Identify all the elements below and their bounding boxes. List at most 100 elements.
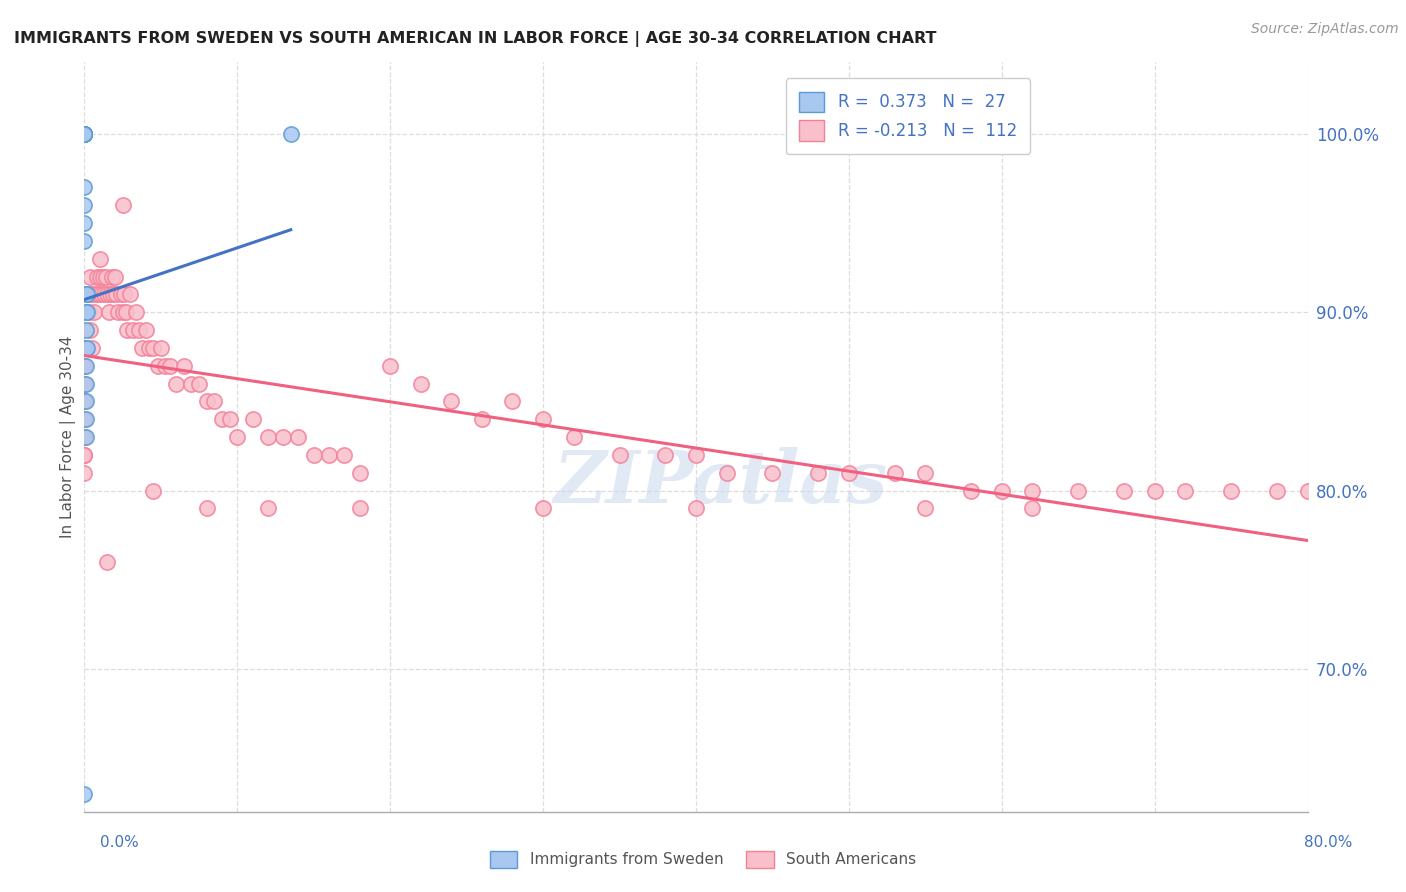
Point: [115, 323, 138, 337]
Point: [98, 287, 121, 301]
Point: [685, 448, 707, 462]
Point: [761, 466, 783, 480]
Point: [73, 180, 96, 194]
Point: [94, 269, 117, 284]
Point: [90, 287, 112, 301]
Point: [991, 483, 1014, 498]
Point: [73, 359, 96, 373]
Point: [349, 466, 371, 480]
Text: Source: ZipAtlas.com: Source: ZipAtlas.com: [1251, 22, 1399, 37]
Point: [1021, 501, 1043, 516]
Point: [1067, 483, 1090, 498]
Point: [1174, 483, 1197, 498]
Point: [75, 341, 97, 355]
Point: [73, 127, 96, 141]
Point: [302, 448, 325, 462]
Point: [218, 412, 240, 426]
Point: [79, 323, 101, 337]
Point: [257, 501, 280, 516]
Text: 80.0%: 80.0%: [1305, 836, 1353, 850]
Point: [75, 305, 97, 319]
Point: [73, 127, 96, 141]
Point: [86, 269, 108, 284]
Point: [471, 412, 494, 426]
Point: [84, 287, 107, 301]
Point: [1296, 483, 1319, 498]
Point: [1265, 483, 1288, 498]
Point: [73, 394, 96, 409]
Point: [73, 341, 96, 355]
Point: [287, 430, 309, 444]
Point: [654, 448, 676, 462]
Point: [75, 376, 97, 391]
Point: [73, 198, 96, 212]
Point: [75, 430, 97, 444]
Point: [531, 412, 554, 426]
Point: [93, 287, 115, 301]
Point: [80, 341, 103, 355]
Point: [73, 430, 96, 444]
Point: [104, 269, 127, 284]
Point: [562, 430, 585, 444]
Point: [135, 323, 157, 337]
Point: [73, 394, 96, 409]
Point: [271, 430, 294, 444]
Point: [609, 448, 631, 462]
Point: [242, 412, 264, 426]
Point: [73, 448, 96, 462]
Point: [75, 323, 97, 337]
Point: [138, 341, 160, 355]
Point: [73, 412, 96, 426]
Text: 0.0%: 0.0%: [100, 836, 139, 850]
Point: [73, 448, 96, 462]
Point: [76, 341, 98, 355]
Point: [80, 287, 103, 301]
Point: [380, 359, 402, 373]
Point: [120, 287, 142, 301]
Point: [77, 287, 100, 301]
Point: [73, 127, 96, 141]
Point: [73, 234, 96, 248]
Point: [128, 323, 150, 337]
Point: [97, 305, 120, 319]
Point: [73, 466, 96, 480]
Point: [73, 127, 96, 141]
Point: [173, 359, 195, 373]
Point: [114, 305, 136, 319]
Point: [883, 466, 905, 480]
Text: IMMIGRANTS FROM SWEDEN VS SOUTH AMERICAN IN LABOR FORCE | AGE 30-34 CORRELATION : IMMIGRANTS FROM SWEDEN VS SOUTH AMERICAN…: [14, 31, 936, 47]
Point: [73, 787, 96, 801]
Point: [165, 376, 187, 391]
Point: [195, 394, 218, 409]
Point: [73, 430, 96, 444]
Point: [440, 394, 463, 409]
Point: [110, 287, 132, 301]
Point: [73, 430, 96, 444]
Point: [105, 287, 128, 301]
Point: [89, 269, 111, 284]
Point: [333, 448, 356, 462]
Point: [107, 305, 129, 319]
Point: [77, 305, 100, 319]
Point: [188, 376, 211, 391]
Point: [807, 466, 830, 480]
Point: [73, 127, 96, 141]
Point: [211, 412, 233, 426]
Point: [280, 127, 302, 141]
Point: [73, 127, 96, 141]
Point: [318, 448, 340, 462]
Point: [502, 394, 524, 409]
Point: [73, 376, 96, 391]
Point: [125, 305, 148, 319]
Point: [89, 252, 111, 266]
Point: [716, 466, 738, 480]
Point: [73, 412, 96, 426]
Point: [73, 359, 96, 373]
Point: [960, 483, 983, 498]
Text: ZIPatlas: ZIPatlas: [554, 447, 887, 517]
Point: [75, 394, 97, 409]
Point: [101, 269, 124, 284]
Point: [75, 412, 97, 426]
Point: [202, 394, 225, 409]
Point: [142, 483, 165, 498]
